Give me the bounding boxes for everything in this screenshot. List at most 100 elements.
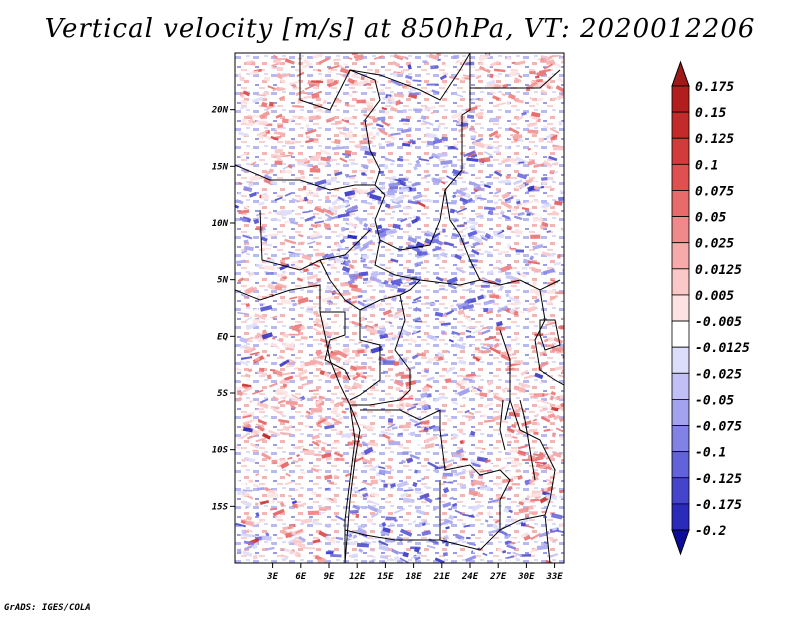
field-patch [307, 200, 313, 205]
field-patch [384, 110, 390, 115]
field-patch [255, 437, 267, 443]
field-patch [494, 519, 500, 524]
field-patch [347, 93, 353, 97]
field-patch [437, 58, 441, 61]
field-patch [439, 253, 448, 259]
field-patch [377, 329, 385, 336]
field-patch [512, 134, 523, 140]
field-patch [495, 326, 506, 331]
field-patch [455, 448, 465, 455]
field-patch [425, 302, 436, 306]
field-patch [267, 493, 279, 498]
field-patch [242, 414, 252, 419]
field-patch [426, 140, 435, 146]
field-patch [506, 427, 515, 434]
colorbar-box [671, 425, 690, 453]
field-patch [530, 455, 537, 460]
colorbar-label: -0.175 [695, 498, 742, 513]
field-patch [307, 240, 316, 245]
field-patch [372, 382, 379, 387]
field-patch [312, 519, 319, 526]
field-patch [244, 544, 254, 551]
field-patch [366, 189, 376, 196]
field-patch [363, 446, 374, 455]
field-patch [272, 337, 276, 340]
field-patch [465, 315, 471, 319]
field-patch [241, 118, 248, 124]
field-patch [252, 483, 260, 488]
field-patch [493, 74, 501, 78]
field-patch [383, 370, 389, 374]
colorbar-box [671, 451, 690, 479]
colorbar-label: 0.0125 [695, 263, 742, 278]
colorbar-label: -0.0125 [695, 341, 750, 356]
field-patch [546, 230, 552, 233]
field-patch [251, 544, 258, 550]
field-patch [539, 463, 550, 470]
field-patch [545, 59, 555, 66]
field-patch [391, 548, 400, 555]
field-patch [288, 358, 297, 364]
field-patch [443, 83, 447, 87]
field-patch [249, 351, 260, 356]
colorbar-label: 0.005 [695, 289, 734, 304]
field-patch [428, 53, 439, 60]
field-patch [400, 128, 412, 134]
field-patch [255, 226, 263, 231]
field-patch [468, 180, 481, 188]
field-patch [415, 215, 421, 221]
field-patch [418, 430, 429, 433]
field-patch [274, 285, 283, 291]
field-patch [261, 415, 265, 419]
field-patch [239, 344, 248, 349]
field-patch [348, 221, 359, 228]
field-patch [260, 303, 264, 307]
field-patch [545, 344, 555, 348]
field-patch [543, 428, 550, 432]
field-patch [390, 278, 403, 286]
field-patch [403, 281, 410, 285]
field-patch [402, 109, 407, 114]
field-patch [369, 193, 382, 201]
field-patch [265, 136, 271, 140]
field-patch [255, 473, 260, 477]
field-patch [397, 287, 406, 293]
field-patch [489, 117, 500, 123]
field-patch [445, 366, 456, 374]
field-patch [240, 519, 246, 525]
field-patch [443, 480, 454, 484]
field-patch [518, 74, 523, 79]
field-patch [390, 106, 398, 113]
field-patch [359, 140, 372, 145]
colorbar-box [671, 163, 690, 191]
field-patch [563, 190, 564, 196]
field-patch [388, 182, 401, 187]
field-patch [504, 145, 509, 150]
field-patch [327, 70, 333, 73]
field-patch [311, 80, 324, 83]
field-patch [398, 187, 410, 193]
field-patch [366, 517, 374, 524]
field-patch [242, 499, 252, 508]
field-patch [432, 246, 442, 252]
field-patch [287, 456, 293, 460]
lon-tick-label: 12E [349, 572, 366, 582]
field-patch [453, 342, 466, 350]
field-patch [462, 241, 470, 246]
field-patch [310, 467, 320, 473]
field-patch [256, 408, 264, 411]
field-patch [556, 395, 561, 400]
field-patch [388, 176, 397, 181]
field-patch [493, 150, 501, 154]
field-patch [341, 265, 351, 273]
field-patch [422, 60, 428, 64]
field-patch [532, 281, 537, 287]
field-patch [414, 306, 422, 313]
field-patch [326, 161, 330, 165]
field-patch [356, 99, 366, 104]
field-patch [448, 514, 455, 521]
field-patch [479, 392, 488, 398]
field-patch [386, 334, 395, 339]
field-patch [303, 95, 312, 99]
field-patch [315, 226, 326, 233]
